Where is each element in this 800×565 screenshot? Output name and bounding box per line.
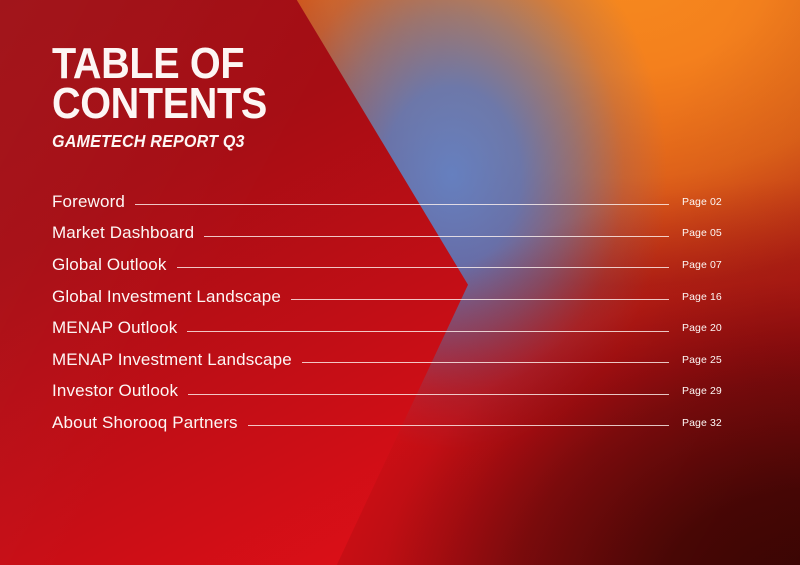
toc-entry[interactable]: About Shorooq Partners Page 32 xyxy=(52,407,752,439)
toc-entry-page-number: Page 02 xyxy=(682,195,722,208)
toc-entry[interactable]: MENAP Investment Landscape Page 25 xyxy=(52,344,752,376)
toc-entry[interactable]: Market Dashboard Page 05 xyxy=(52,218,752,250)
toc-entry-page-number: Page 20 xyxy=(682,322,722,335)
toc-entry-label: MENAP Investment Landscape xyxy=(52,349,292,369)
toc-entry-page-number: Page 32 xyxy=(682,416,722,429)
page-subtitle: GAMETECH REPORT Q3 xyxy=(52,131,245,151)
toc-leader-line xyxy=(301,362,669,364)
toc-leader-line xyxy=(187,330,669,332)
page-title-line-2: CONTENTS xyxy=(52,79,267,128)
toc-entry[interactable]: Global Investment Landscape Page 16 xyxy=(52,281,752,313)
toc-entry-label: MENAP Outlook xyxy=(52,318,178,338)
toc-entry-page-number: Page 07 xyxy=(682,258,722,271)
toc-entry-page-number: Page 29 xyxy=(682,385,722,398)
toc-entry[interactable]: Investor Outlook Page 29 xyxy=(52,376,752,408)
toc-entry-page-number: Page 16 xyxy=(682,290,722,303)
page-header: TABLE OF CONTENTS GAMETECH REPORT Q3 xyxy=(52,39,291,152)
toc-leader-line xyxy=(135,204,669,206)
toc-leader-line xyxy=(247,425,669,427)
toc-entry-label: Investor Outlook xyxy=(52,381,179,401)
toc-entry[interactable]: Global Outlook Page 07 xyxy=(52,249,752,281)
toc-entry[interactable]: Foreword Page 02 xyxy=(52,186,752,218)
toc-entry-label: About Shorooq Partners xyxy=(52,412,238,432)
toc-leader-line xyxy=(290,299,669,301)
toc-entry-label: Global Outlook xyxy=(52,254,167,274)
toc-entry-label: Global Investment Landscape xyxy=(52,286,281,306)
toc-entry-page-number: Page 05 xyxy=(682,227,722,240)
toc-leader-line xyxy=(176,267,669,269)
toc-entry-label: Market Dashboard xyxy=(52,223,195,243)
toc-entry-label: Foreword xyxy=(52,191,126,211)
toc-leader-line xyxy=(188,393,669,395)
toc-leader-line xyxy=(204,235,669,237)
toc-entry[interactable]: MENAP Outlook Page 20 xyxy=(52,312,752,344)
toc-entry-page-number: Page 25 xyxy=(682,353,722,366)
page-title-line-1: TABLE OF xyxy=(52,39,245,88)
toc-list: Foreword Page 02 Market Dashboard Page 05 Gl… xyxy=(52,186,752,439)
